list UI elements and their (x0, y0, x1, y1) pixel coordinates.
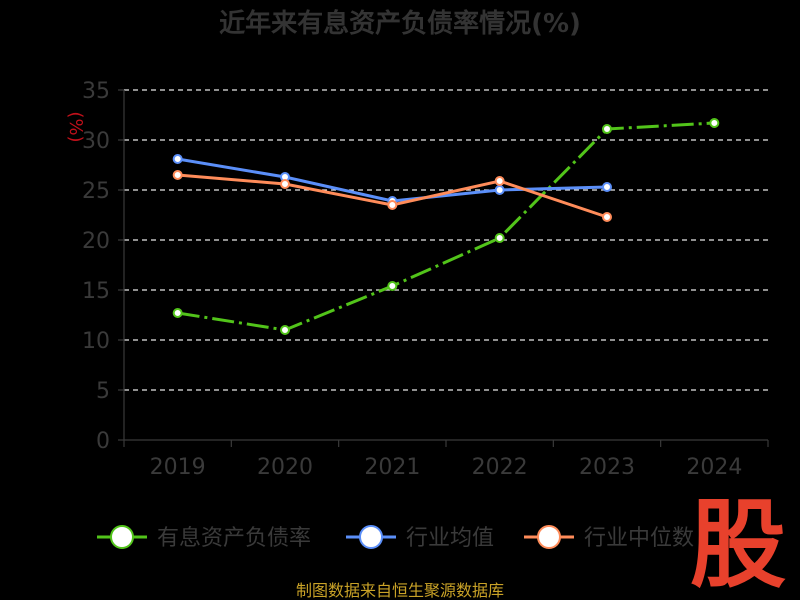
y-tick-label: 30 (82, 129, 110, 154)
watermark-logo: 股 (690, 489, 786, 600)
y-tick-label: 5 (96, 379, 110, 404)
data-point[interactable] (494, 233, 505, 243)
data-point[interactable] (172, 170, 183, 180)
y-tick-label: 0 (96, 429, 110, 454)
legend: 有息资产负债率 行业均值 行业中位数 (97, 525, 694, 551)
series-line (177, 173, 608, 219)
legend-item[interactable]: 有息资产负债率 (97, 525, 311, 551)
legend-label: 有息资产负债率 (157, 526, 311, 551)
x-tick-label: 2022 (472, 455, 528, 480)
y-tick-label: 15 (82, 279, 110, 304)
legend-item[interactable]: 行业均值 (346, 525, 494, 551)
y-tick-label: 35 (82, 79, 110, 104)
data-point[interactable] (602, 182, 612, 192)
y-tick-label: 25 (82, 179, 110, 204)
legend-label: 行业均值 (406, 526, 494, 551)
y-axis-unit-label: (%) (65, 111, 86, 142)
data-point[interactable] (280, 325, 290, 335)
x-tick-label: 2021 (364, 455, 420, 480)
grid-lines (118, 89, 768, 441)
y-tick-label: 10 (82, 329, 110, 354)
x-tick-label: 2024 (686, 455, 742, 480)
data-point[interactable] (709, 118, 720, 128)
data-point[interactable] (172, 154, 183, 164)
data-point[interactable] (602, 212, 612, 222)
legend-swatch-marker (110, 525, 134, 549)
series-2 (172, 170, 612, 222)
data-point[interactable] (494, 176, 505, 186)
data-point[interactable] (172, 308, 183, 318)
source-note: 制图数据来自恒生聚源数据库 (296, 581, 504, 600)
data-point[interactable] (602, 124, 612, 134)
series-line (177, 121, 715, 332)
data-point[interactable] (387, 281, 398, 291)
x-tick-label: 2019 (150, 455, 206, 480)
y-tick-labels: 0 5 10 15 20 25 30 35 (82, 79, 110, 454)
y-tick-label: 20 (82, 229, 110, 254)
chart-title: 近年来有息资产负债率情况(%) (219, 8, 581, 39)
legend-label: 行业中位数 (584, 526, 694, 551)
legend-swatch-marker (537, 525, 561, 549)
series-lines (172, 118, 720, 335)
data-point[interactable] (387, 200, 398, 210)
axes (123, 90, 769, 447)
x-tick-label: 2023 (579, 455, 635, 480)
series-0 (172, 118, 720, 335)
data-point[interactable] (280, 179, 290, 189)
data-point[interactable] (494, 185, 505, 195)
x-tick-labels: 2019 2020 2021 2022 2023 2024 (150, 455, 743, 480)
x-tick-label: 2020 (257, 455, 313, 480)
legend-item[interactable]: 行业中位数 (524, 525, 694, 551)
legend-swatch-marker (359, 525, 383, 549)
